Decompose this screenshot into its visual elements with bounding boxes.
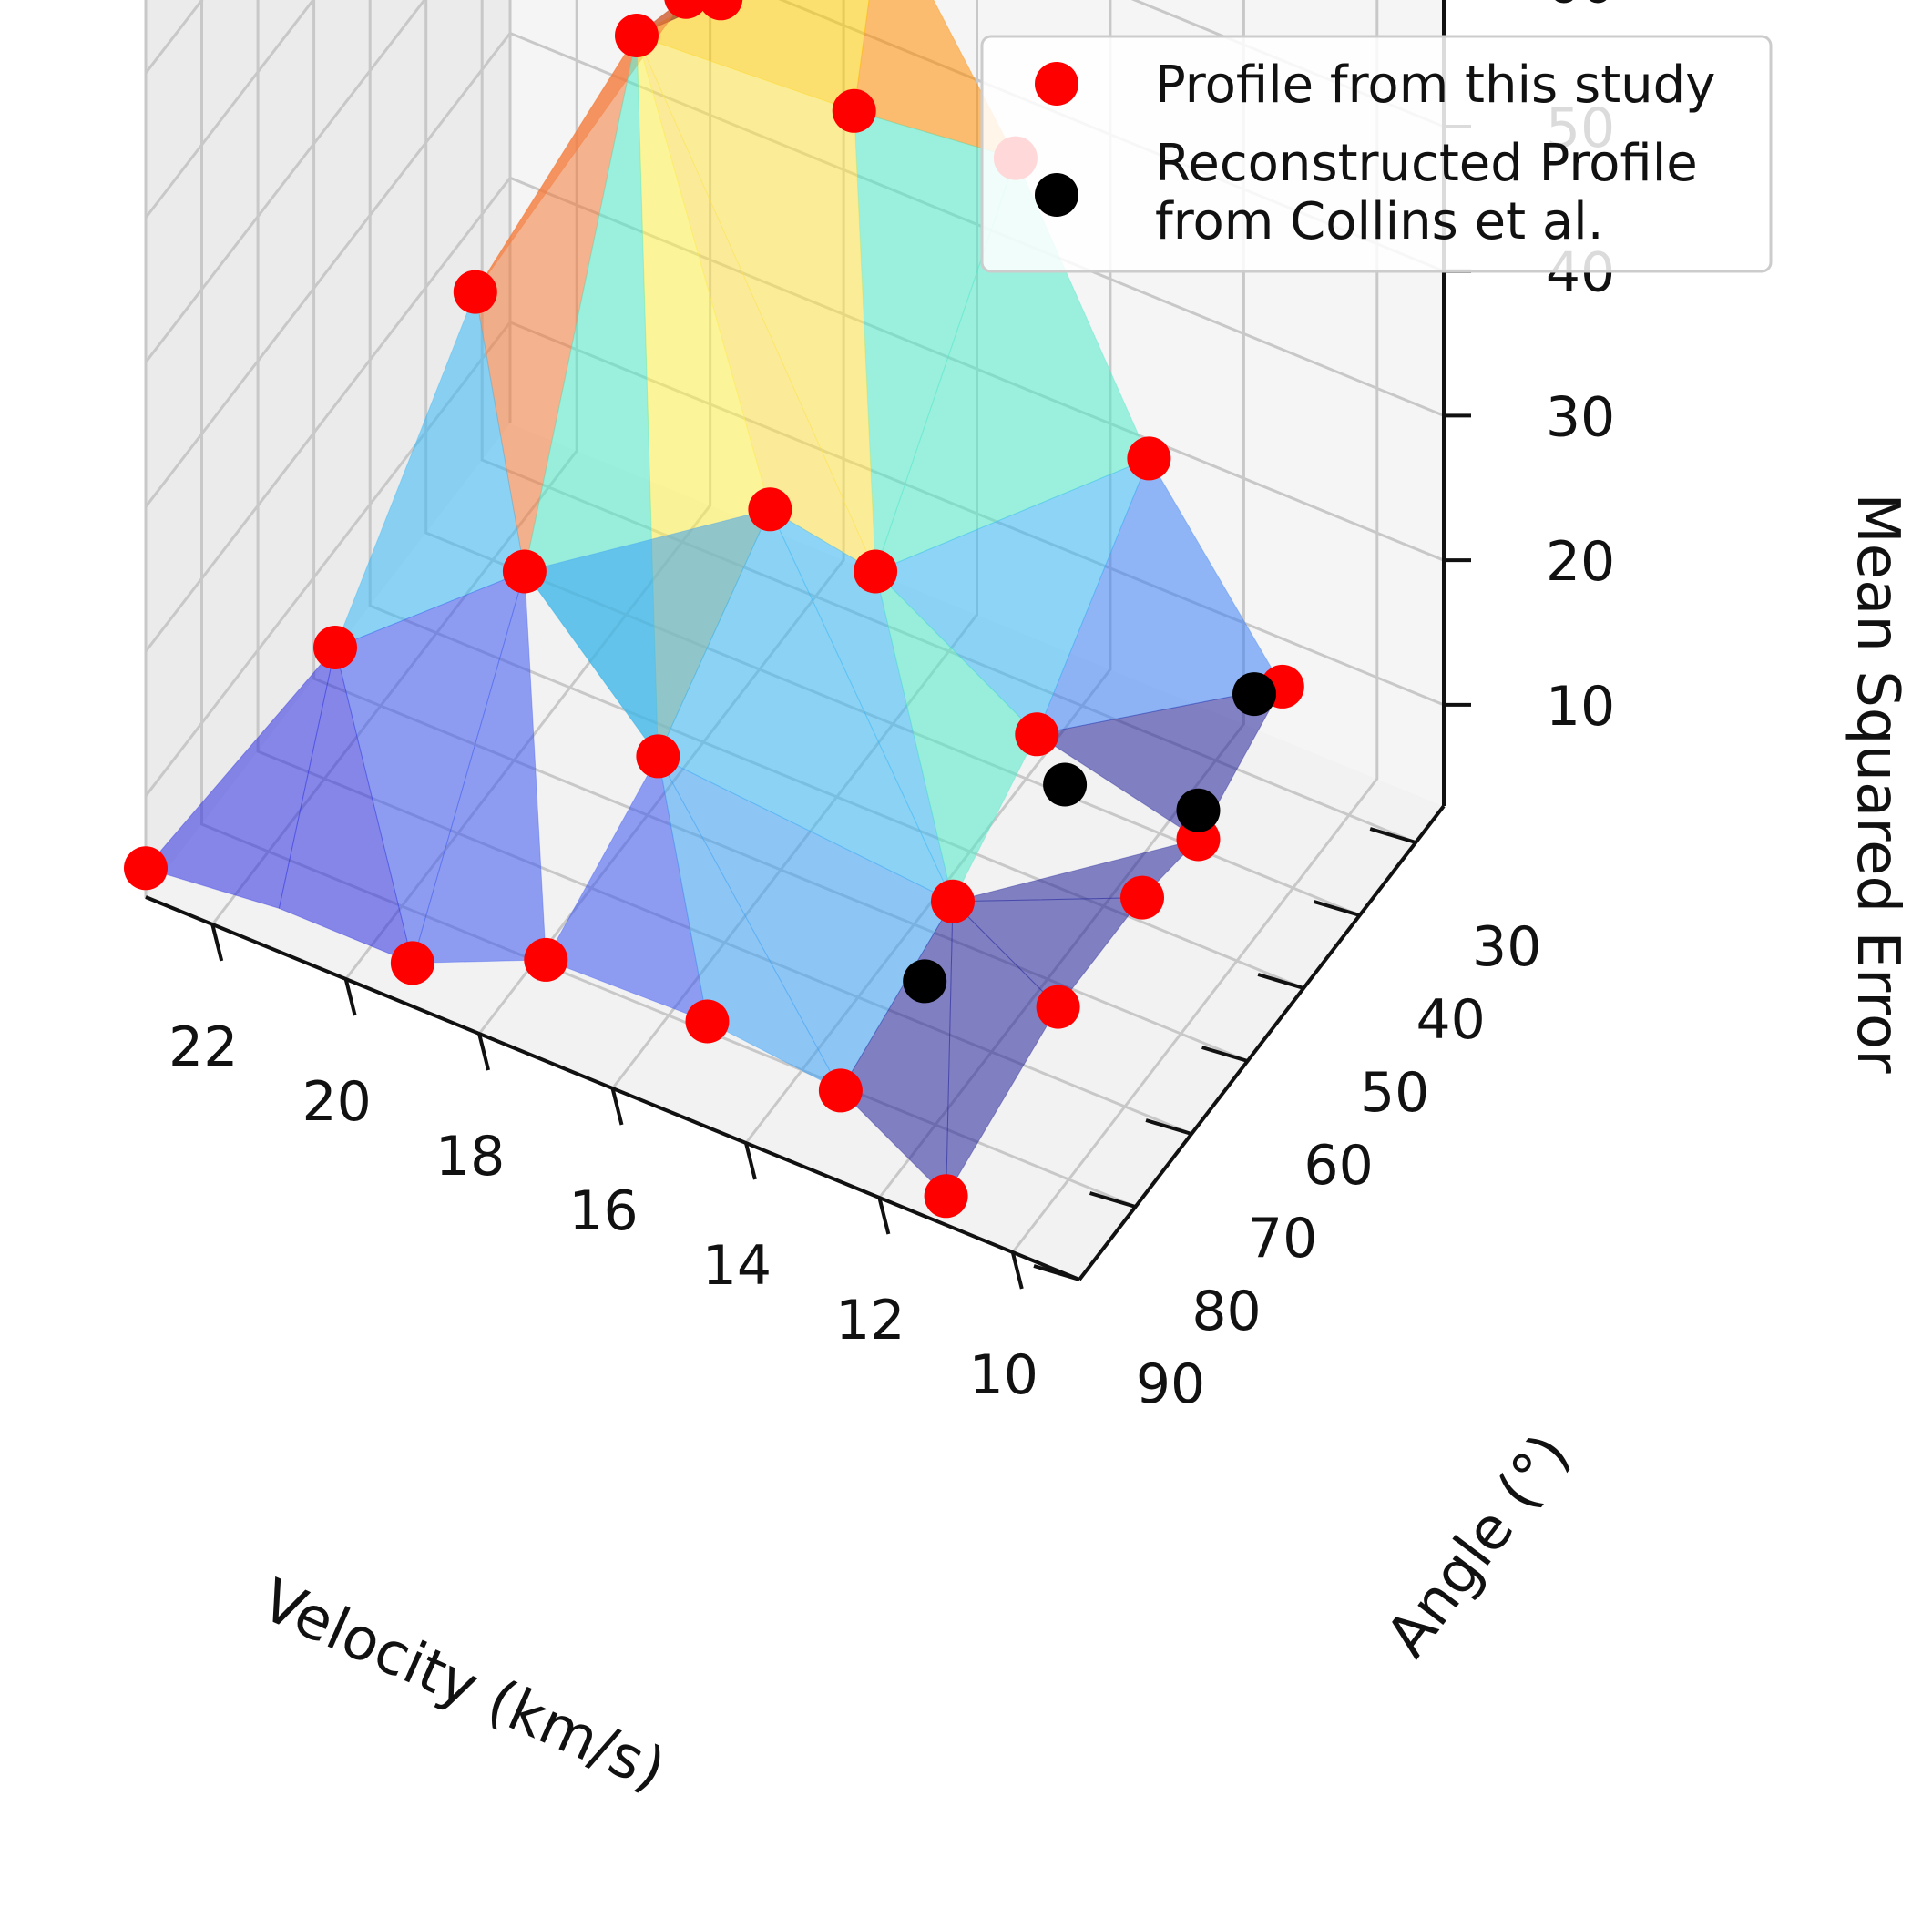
data-point-reconstructed bbox=[903, 959, 947, 1004]
mse-tick-label: 30 bbox=[1546, 385, 1615, 449]
velocity-tick-label: 16 bbox=[568, 1179, 638, 1243]
z-axis-title: Mean Squared Error bbox=[1844, 494, 1911, 1075]
legend-label-profile: Profile from this study bbox=[1155, 56, 1715, 115]
data-point-profile bbox=[748, 487, 792, 532]
surface-face bbox=[657, 756, 843, 1092]
angle-tick bbox=[1201, 1046, 1249, 1063]
angle-tick bbox=[1257, 973, 1304, 990]
data-point-profile bbox=[313, 626, 357, 669]
surface bbox=[145, 0, 1283, 1199]
data-point-profile bbox=[524, 937, 568, 982]
data-point-profile bbox=[390, 941, 434, 985]
velocity-tick-label: 14 bbox=[702, 1234, 772, 1298]
mse-tick-label: 20 bbox=[1546, 530, 1615, 594]
velocity-tick bbox=[743, 1142, 757, 1180]
velocity-tick-label: 22 bbox=[169, 1015, 238, 1079]
legend-label-reconstructed-line1: Reconstructed Profile bbox=[1155, 134, 1698, 193]
data-point-profile bbox=[854, 549, 898, 594]
angle-tick bbox=[1089, 1191, 1137, 1209]
legend-marker-profile bbox=[1035, 62, 1078, 106]
surface-face bbox=[524, 508, 772, 758]
surface-face bbox=[951, 897, 1144, 1008]
surface-face bbox=[475, 0, 685, 292]
data-point-profile bbox=[664, 0, 708, 19]
velocity-tick bbox=[343, 978, 357, 1016]
grid-line-mse bbox=[144, 0, 1445, 219]
velocity-tick bbox=[1010, 1251, 1024, 1290]
velocity-tick-label: 18 bbox=[435, 1125, 505, 1189]
left-wall-pane bbox=[146, 0, 510, 897]
data-point-reconstructed bbox=[1176, 788, 1221, 832]
data-point-profile bbox=[1036, 985, 1080, 1029]
legend-marker-reconstructed bbox=[1035, 173, 1078, 217]
data-point-profile bbox=[615, 14, 659, 57]
data-point-profile bbox=[636, 734, 680, 779]
velocity-tick bbox=[877, 1197, 891, 1235]
legend-label-reconstructed-line2: from Collins et al. bbox=[1155, 192, 1604, 251]
y-axis-title: Angle (°) bbox=[1374, 1423, 1583, 1670]
angle-tick bbox=[1314, 900, 1361, 917]
data-point-profile bbox=[832, 88, 876, 133]
velocity-tick-label: 12 bbox=[835, 1289, 905, 1352]
legend: Profile from this study Reconstructed Pr… bbox=[980, 35, 1773, 273]
mse-tick-label: 60 bbox=[1546, 0, 1615, 15]
surface-face bbox=[1035, 686, 1283, 841]
x-axis-title: Velocity (km/s) bbox=[251, 1566, 675, 1804]
angle-tick bbox=[1145, 1118, 1192, 1136]
data-point-profile bbox=[931, 879, 975, 923]
data-point-profile bbox=[124, 846, 168, 891]
velocity-tick bbox=[477, 1033, 491, 1071]
data-point-profile bbox=[1015, 712, 1059, 757]
data-point-profile bbox=[1127, 436, 1171, 481]
angle-tick-label: 60 bbox=[1303, 1134, 1373, 1198]
data-point-profile bbox=[924, 1174, 968, 1219]
data-point-profile bbox=[685, 999, 730, 1044]
angle-tick-label: 90 bbox=[1136, 1352, 1205, 1416]
surface-face bbox=[657, 508, 955, 903]
mse-tick-label: 10 bbox=[1546, 675, 1615, 739]
angle-axis-line bbox=[1078, 804, 1446, 1281]
series-reconstructed-collins bbox=[903, 672, 1276, 1004]
angle-tick-label: 80 bbox=[1191, 1280, 1261, 1343]
surface-face bbox=[874, 569, 1038, 903]
angle-tick-label: 70 bbox=[1248, 1207, 1317, 1270]
data-point-profile bbox=[1120, 875, 1164, 920]
velocity-tick-label: 20 bbox=[302, 1070, 371, 1134]
data-point-profile bbox=[453, 270, 497, 314]
angle-tick-label: 30 bbox=[1472, 915, 1541, 979]
surface-face bbox=[278, 647, 414, 964]
angle-tick bbox=[1033, 1264, 1080, 1281]
data-point-profile bbox=[699, 0, 743, 21]
surface-face bbox=[412, 571, 547, 964]
velocity-tick-label: 10 bbox=[969, 1343, 1038, 1407]
data-point-profile bbox=[502, 549, 547, 594]
angle-tick bbox=[1369, 827, 1416, 844]
data-point-reconstructed bbox=[1043, 762, 1088, 807]
angle-tick-label: 40 bbox=[1416, 988, 1486, 1052]
surface-face bbox=[1036, 457, 1283, 735]
velocity-tick bbox=[610, 1087, 624, 1126]
angle-tick-label: 50 bbox=[1360, 1061, 1429, 1125]
velocity-tick bbox=[210, 923, 224, 962]
surface-face bbox=[946, 900, 1059, 1199]
data-point-profile bbox=[818, 1068, 863, 1113]
data-point-reconstructed bbox=[1232, 672, 1276, 717]
legend-frame bbox=[980, 35, 1773, 273]
